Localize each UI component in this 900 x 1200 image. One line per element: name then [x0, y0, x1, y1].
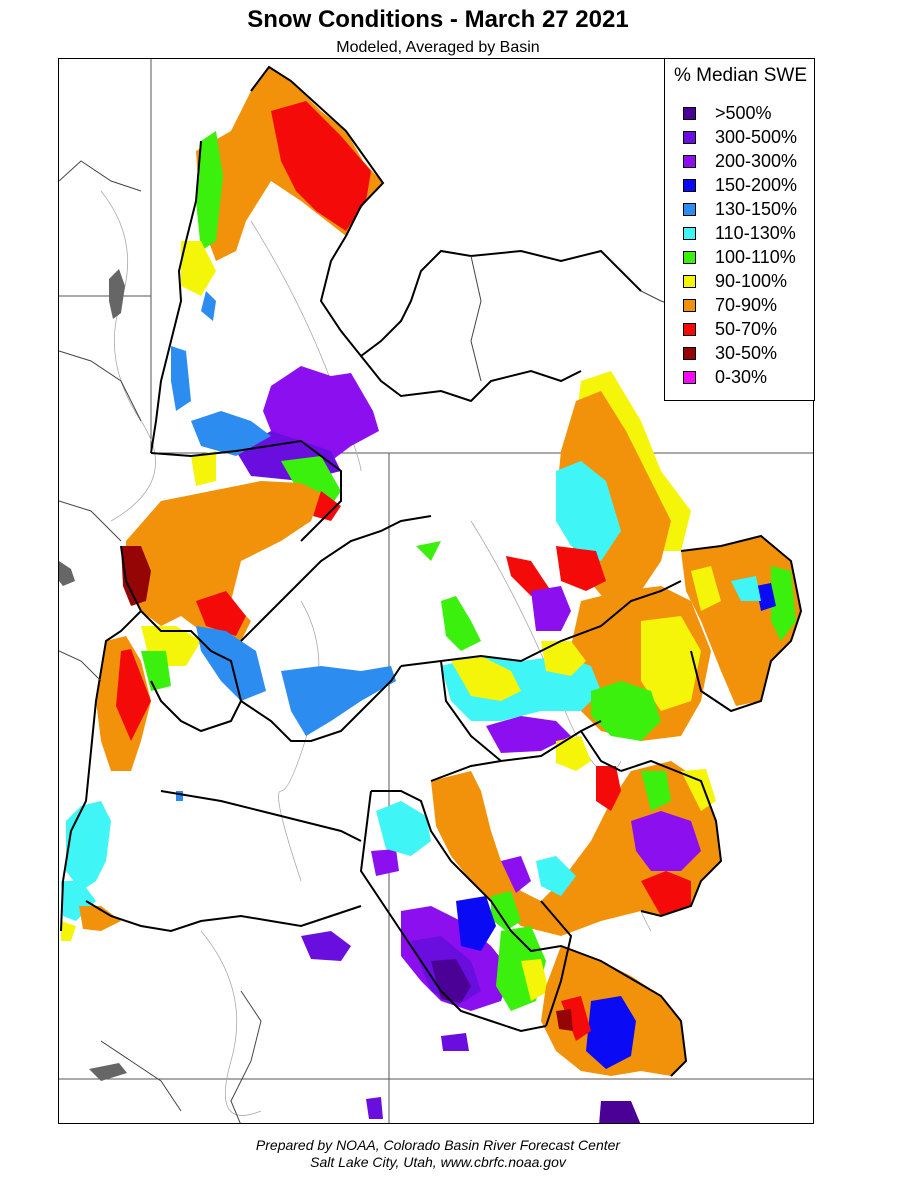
legend-swatch: [683, 298, 696, 312]
legend-title: % Median SWE: [673, 65, 808, 86]
legend-swatch: [683, 250, 696, 264]
legend-item: 130-150%: [683, 199, 797, 219]
legend-item: 50-70%: [683, 319, 777, 339]
footer-credit: Prepared by NOAA, Colorado Basin River F…: [255, 1137, 621, 1153]
legend-label: >500%: [715, 102, 772, 123]
swe-regions: [61, 67, 801, 1123]
legend-swatch: [683, 106, 696, 120]
legend-swatch: [683, 154, 696, 168]
legend-label: 30-50%: [715, 342, 778, 363]
legend-label: 100-110%: [715, 246, 796, 267]
footer-location: Salt Lake City, Utah, www.cbrfc.noaa.gov: [310, 1154, 566, 1170]
legend-label: 300-500%: [715, 126, 798, 147]
legend-swatch: [683, 226, 696, 240]
legend-swatch: [683, 322, 696, 336]
legend: % Median SWE >500% 300-500% 200-300% 150-20…: [664, 58, 815, 401]
legend-item: 0-30%: [683, 367, 767, 387]
legend-item: 200-300%: [683, 151, 797, 171]
legend-swatch: [683, 370, 696, 384]
legend-label: 50-70%: [715, 318, 778, 339]
legend-swatch: [683, 178, 696, 192]
legend-item: 100-110%: [683, 247, 796, 267]
legend-swatch: [683, 346, 696, 360]
map-subtitle: Modeled, Averaged by Basin: [336, 39, 540, 56]
legend-item: >500%: [683, 103, 772, 123]
map-title: Snow Conditions - March 27 2021: [247, 6, 629, 33]
legend-item: 70-90%: [683, 295, 777, 315]
legend-label: 110-130%: [715, 222, 796, 243]
reservoirs: [59, 269, 127, 1081]
legend-swatch: [683, 274, 696, 288]
legend-item: 110-130%: [683, 223, 796, 243]
legend-label: 200-300%: [715, 150, 798, 171]
legend-label: 130-150%: [715, 198, 798, 219]
legend-item: 300-500%: [683, 127, 797, 147]
legend-swatch: [683, 202, 696, 216]
legend-label: 90-100%: [715, 270, 788, 291]
legend-label: 0-30%: [715, 366, 768, 387]
legend-item: 90-100%: [683, 271, 787, 291]
legend-item: 30-50%: [683, 343, 777, 363]
legend-label: 150-200%: [715, 174, 798, 195]
legend-label: 70-90%: [715, 294, 778, 315]
legend-swatch: [683, 130, 696, 144]
legend-item: 150-200%: [683, 175, 797, 195]
basin-boundaries: [60, 65, 803, 1077]
